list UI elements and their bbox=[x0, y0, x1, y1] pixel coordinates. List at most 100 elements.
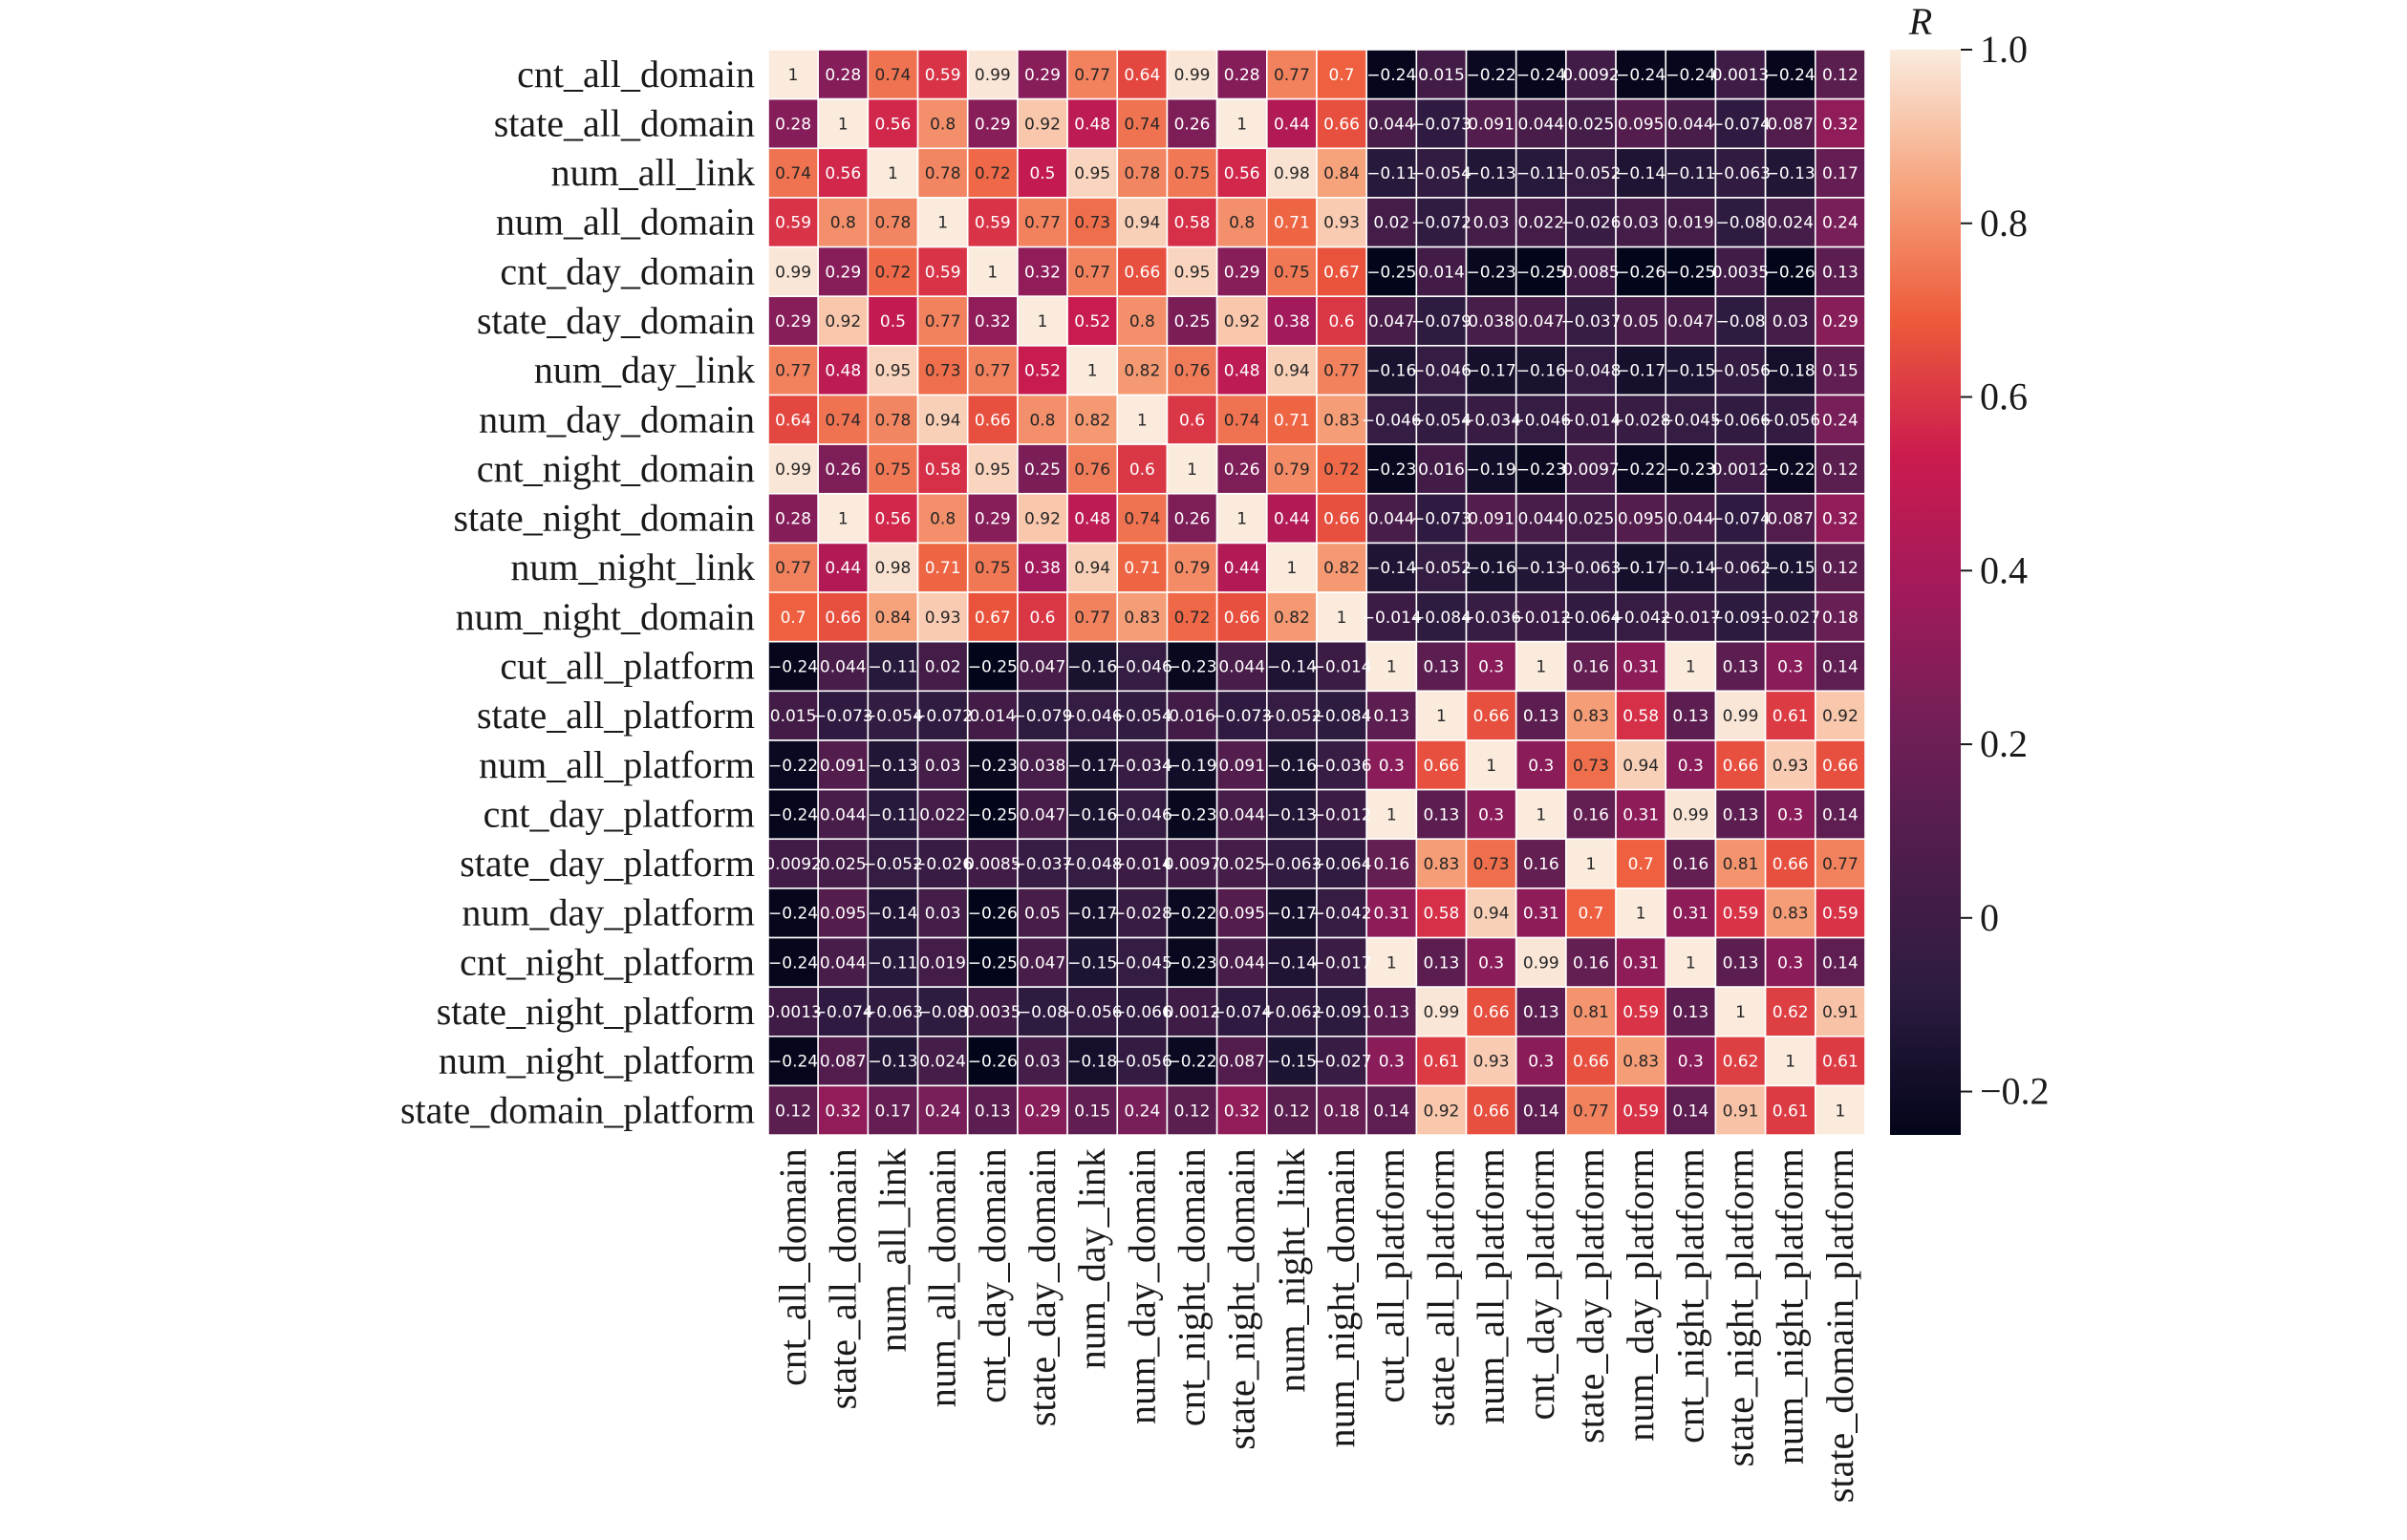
heatmap-cell-label: 0.8 bbox=[1029, 411, 1055, 430]
heatmap-cell-label: 1 bbox=[1436, 707, 1447, 726]
row-label: num_all_domain bbox=[496, 201, 755, 244]
column-label: state_domain_platform bbox=[1818, 1148, 1861, 1503]
heatmap-cell-label: −0.079 bbox=[1411, 312, 1472, 332]
heatmap-cell bbox=[767, 888, 819, 939]
heatmap-cell-label: 0.72 bbox=[975, 164, 1011, 183]
heatmap-cell bbox=[1316, 936, 1367, 988]
heatmap-cell-label: 0.75 bbox=[875, 460, 912, 480]
heatmap-cell bbox=[1365, 936, 1418, 988]
heatmap-cell-label: 0.014 bbox=[1418, 263, 1465, 282]
row-label: state_night_domain bbox=[453, 497, 755, 540]
heatmap-cell bbox=[1515, 986, 1567, 1037]
heatmap-cell-label: 0.48 bbox=[1074, 115, 1110, 134]
heatmap-cell bbox=[1565, 788, 1617, 841]
heatmap-cell-label: −0.23 bbox=[1467, 263, 1516, 282]
heatmap-cell-label: −0.16 bbox=[1467, 559, 1516, 578]
heatmap-cell-label: 0.7 bbox=[781, 609, 806, 628]
heatmap-cell bbox=[1465, 246, 1517, 297]
heatmap-cell-label: 0.3 bbox=[1777, 658, 1803, 677]
heatmap-cell-label: 0.0097 bbox=[1562, 460, 1619, 480]
heatmap-cell-label: −0.11 bbox=[1666, 164, 1715, 183]
heatmap-cell bbox=[1814, 197, 1866, 248]
heatmap-cell bbox=[966, 788, 1019, 841]
heatmap-cell bbox=[1116, 394, 1169, 445]
heatmap-cell bbox=[1316, 197, 1367, 248]
heatmap-cell-label: 0.5 bbox=[1029, 164, 1055, 183]
heatmap-cell bbox=[817, 49, 870, 100]
heatmap-cell-label: 1 bbox=[1087, 362, 1098, 381]
heatmap-cell-label: 0.92 bbox=[1822, 707, 1859, 726]
heatmap-cell-label: −0.11 bbox=[868, 805, 917, 824]
heatmap-cell-label: 0.78 bbox=[875, 214, 912, 233]
heatmap-cell-label: 0.03 bbox=[925, 905, 961, 924]
heatmap-cell-label: 0.79 bbox=[1174, 559, 1211, 578]
heatmap-cell bbox=[1814, 147, 1866, 199]
heatmap-cell-label: 0.044 bbox=[1667, 510, 1714, 529]
heatmap-cell bbox=[966, 443, 1019, 495]
column-label: cnt_day_platform bbox=[1519, 1148, 1562, 1420]
heatmap-cell-label: −0.073 bbox=[1411, 510, 1472, 529]
heatmap-cell-label: −0.014 bbox=[1362, 609, 1422, 628]
heatmap-cell-label: −0.027 bbox=[1760, 609, 1820, 628]
heatmap-cell bbox=[1665, 197, 1717, 248]
heatmap-cell-label: 0.3 bbox=[1379, 1053, 1405, 1072]
heatmap-cell-label: −0.23 bbox=[1666, 460, 1715, 480]
heatmap-cell bbox=[1066, 394, 1119, 445]
column-label: state_day_platform bbox=[1569, 1148, 1612, 1444]
heatmap-cell-label: 0.17 bbox=[1822, 164, 1859, 183]
heatmap-cell-label: 0.82 bbox=[1074, 411, 1110, 430]
heatmap-cell-label: 0.94 bbox=[1623, 757, 1659, 776]
heatmap-cell-label: 0.25 bbox=[1024, 460, 1061, 480]
heatmap-cell bbox=[867, 1084, 919, 1136]
heatmap-cell bbox=[966, 295, 1019, 347]
heatmap-cell-label: 0.3 bbox=[1777, 805, 1803, 824]
heatmap-cell-label: 0.77 bbox=[1274, 66, 1310, 85]
heatmap-cell-label: 0.58 bbox=[1424, 905, 1460, 924]
heatmap-cell-label: 1 bbox=[1187, 460, 1197, 480]
heatmap-cell bbox=[1017, 394, 1068, 445]
heatmap-cell-label: 0.66 bbox=[1773, 855, 1809, 874]
heatmap-cell-label: −0.24 bbox=[768, 658, 818, 677]
heatmap-cell-label: 0.64 bbox=[775, 411, 811, 430]
heatmap-cell bbox=[1415, 690, 1468, 741]
heatmap-cell-label: 0.58 bbox=[1623, 707, 1659, 726]
heatmap-cell-label: −0.13 bbox=[1267, 805, 1317, 824]
heatmap-cell bbox=[1615, 345, 1667, 396]
heatmap-cell-label: 0.0013 bbox=[1712, 66, 1769, 85]
heatmap-cell bbox=[1365, 492, 1418, 545]
heatmap-cell bbox=[1615, 986, 1667, 1037]
heatmap-cell bbox=[767, 197, 819, 248]
heatmap-cell-label: 0.32 bbox=[1822, 115, 1859, 134]
heatmap-cell-label: 0.13 bbox=[1373, 707, 1409, 726]
heatmap-cell bbox=[1266, 640, 1318, 693]
heatmap-cell bbox=[1465, 345, 1517, 396]
heatmap-cell-label: −0.24 bbox=[768, 1053, 818, 1072]
heatmap-cell-label: 0.047 bbox=[1368, 312, 1415, 332]
heatmap-cell-label: 0.044 bbox=[1218, 658, 1265, 677]
heatmap-cell bbox=[1565, 295, 1617, 347]
heatmap-cell-label: −0.23 bbox=[1167, 953, 1216, 973]
heatmap-cell bbox=[1764, 295, 1816, 347]
heatmap-cell bbox=[1066, 739, 1119, 791]
heatmap-cell-label: 0.94 bbox=[1074, 559, 1110, 578]
heatmap-cell-label: 0.03 bbox=[1773, 312, 1809, 332]
heatmap-cell-label: 0.99 bbox=[775, 263, 811, 282]
heatmap-cell-label: −0.026 bbox=[913, 855, 973, 874]
heatmap-cell-label: −0.037 bbox=[1561, 312, 1622, 332]
heatmap-cell bbox=[1116, 591, 1169, 643]
heatmap-cell bbox=[1615, 888, 1667, 939]
heatmap-cell-label: 0.14 bbox=[1523, 1102, 1559, 1121]
heatmap-cell-label: 0.6 bbox=[1129, 460, 1155, 480]
heatmap-cell-label: −0.11 bbox=[868, 953, 917, 973]
heatmap-cell-label: 0.0085 bbox=[964, 855, 1021, 874]
heatmap-cell bbox=[916, 986, 969, 1037]
row-labels: cnt_all_domain state_all_domain num_all_li… bbox=[400, 53, 755, 1131]
heatmap-cell-label: 0.73 bbox=[925, 362, 961, 381]
heatmap-cell-label: 0.58 bbox=[925, 460, 961, 480]
heatmap-cell-label: 1 bbox=[1486, 757, 1496, 776]
heatmap-cell-label: −0.054 bbox=[1411, 164, 1472, 183]
heatmap-cell-label: 0.66 bbox=[1323, 115, 1360, 134]
heatmap-cell-label: 0.24 bbox=[1822, 411, 1859, 430]
heatmap-cell bbox=[1665, 345, 1717, 396]
heatmap-cell-label: 0.087 bbox=[1218, 1053, 1265, 1072]
